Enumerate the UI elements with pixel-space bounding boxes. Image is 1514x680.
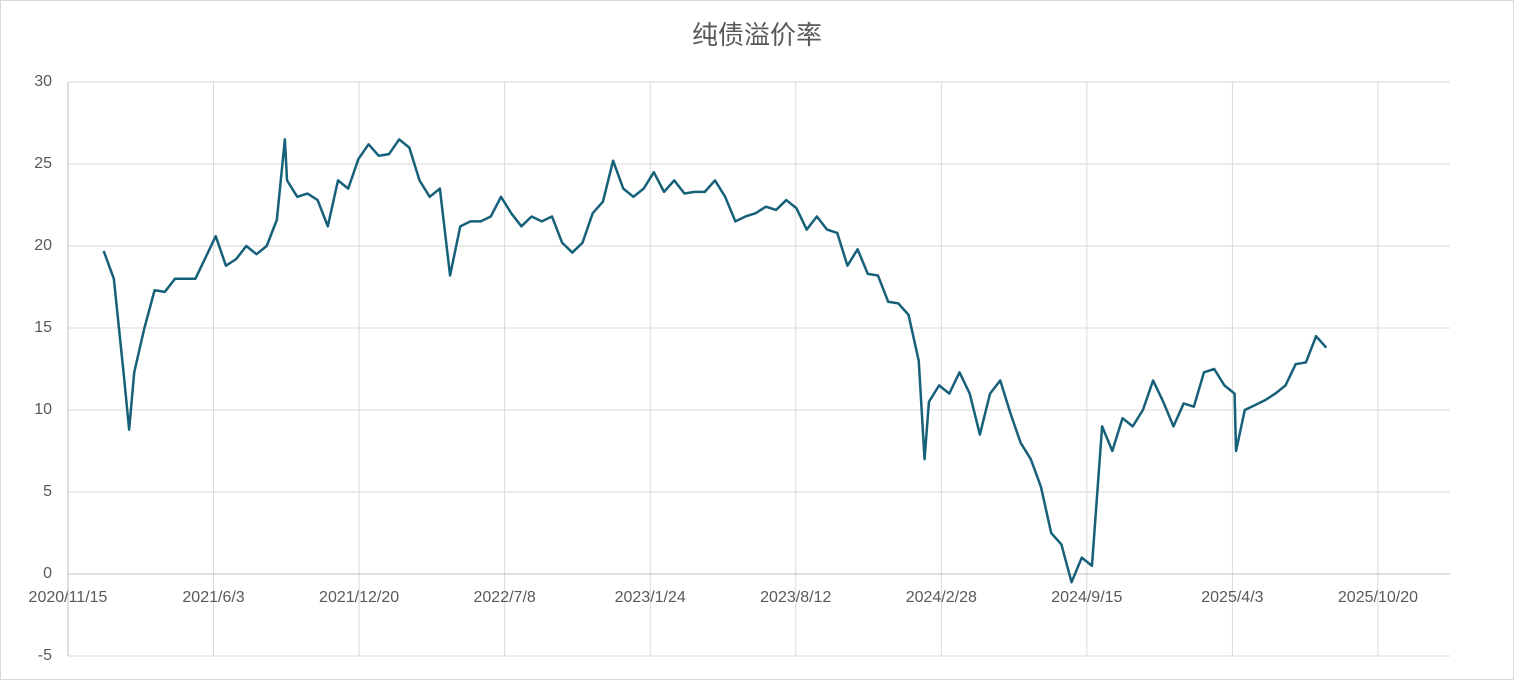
y-tick-label: 15 [34, 319, 52, 336]
y-tick-label: 25 [34, 155, 52, 172]
y-tick-label: 10 [34, 401, 52, 418]
x-tick-label: 2025/4/3 [1201, 589, 1263, 606]
x-tick-label: 2022/7/8 [474, 589, 536, 606]
y-tick-label: 20 [34, 237, 52, 254]
y-tick-label: 5 [43, 483, 52, 500]
x-tick-label: 2024/9/15 [1051, 589, 1122, 606]
x-tick-label: 2021/6/3 [182, 589, 244, 606]
data-line [102, 138, 1328, 584]
x-tick-label: 2021/12/20 [319, 589, 399, 606]
x-tick-label: 2023/8/12 [760, 589, 831, 606]
x-tick-label: 2025/10/20 [1338, 589, 1418, 606]
chart-title: 纯债溢价率 [692, 20, 822, 50]
x-tick-label: 2024/2/28 [906, 589, 977, 606]
y-tick-label: 0 [43, 565, 52, 582]
y-tick-label: 30 [34, 73, 52, 90]
x-tick-label: 2023/1/24 [615, 589, 686, 606]
y-tick-label: -5 [38, 647, 52, 664]
